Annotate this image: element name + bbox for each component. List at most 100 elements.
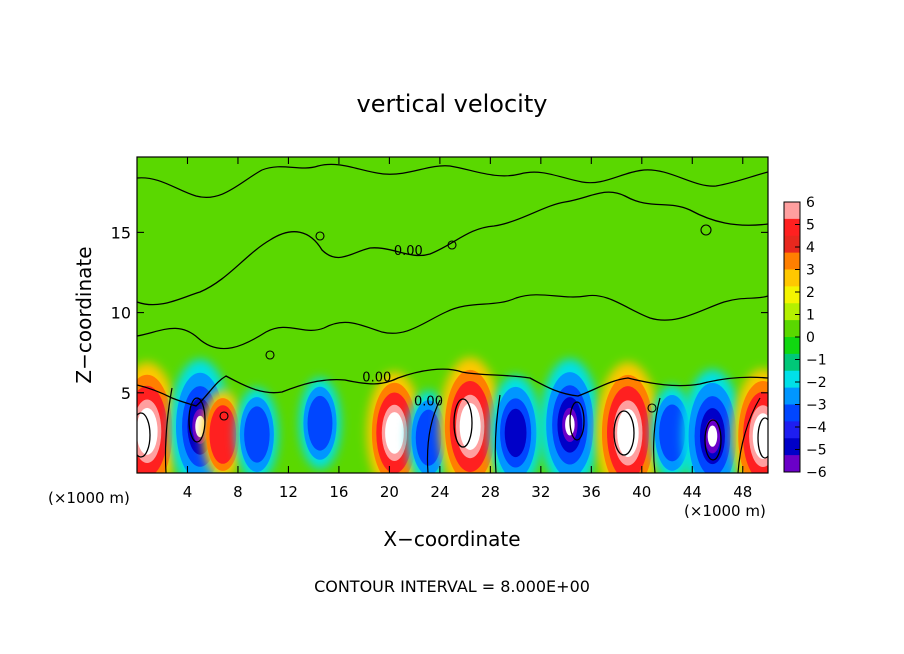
velocity-cell-ring	[752, 413, 768, 459]
contour-label: 0.00	[414, 395, 443, 410]
contour-labels: 0.00 0.00 0.00	[362, 244, 443, 410]
y-tick-label: 15	[111, 223, 131, 242]
colorbar-tick-label: 6	[806, 195, 815, 211]
x-tick-label: 16	[329, 483, 348, 501]
contour-label: 0.00	[394, 244, 423, 259]
contour-interval-footer: CONTOUR INTERVAL = 8.000E+00	[314, 577, 590, 596]
colorbar-swatch	[784, 269, 800, 287]
colorbar-tick-label: 0	[806, 330, 815, 346]
colorbar-swatch	[784, 455, 800, 473]
colorbar-swatch	[784, 252, 800, 270]
velocity-cell	[682, 369, 743, 473]
vortex-boundary-d	[653, 397, 661, 473]
x-tick-label: 24	[430, 483, 449, 501]
x-axis: 4 8 12 16 20 24 28 32 36 40 44 48	[183, 157, 752, 501]
vortex-contour-1	[137, 412, 151, 458]
y-axis: 5 10 15	[111, 223, 768, 403]
vortex-boundary-a	[164, 387, 173, 473]
velocity-cell-ring	[504, 408, 527, 458]
plot-frame	[136, 156, 769, 474]
colorbar-tick-label: −2	[806, 375, 827, 391]
vortex-contour-2	[188, 397, 206, 443]
x-tick-label: 40	[632, 483, 651, 501]
contour-lines	[137, 163, 768, 473]
velocity-cell-ring	[137, 407, 158, 455]
vortex-boundary-e	[737, 397, 761, 473]
velocity-cell-ring	[209, 405, 237, 464]
vortex-contour-3	[453, 398, 473, 448]
y-tick-label: 5	[121, 384, 131, 403]
velocity-cell-ring	[385, 412, 404, 454]
velocity-field	[137, 357, 768, 473]
x-tick-label: 44	[683, 483, 702, 501]
vortex-boundary-c	[494, 394, 501, 473]
x-axis-label: X−coordinate	[383, 527, 520, 551]
chart-title: vertical velocity	[357, 90, 548, 118]
x-tick-label: 12	[279, 483, 298, 501]
velocity-cell-ring	[195, 415, 205, 438]
colorbar-tick-label: −6	[806, 465, 827, 481]
velocity-cell	[489, 375, 542, 473]
zero-contour-main	[137, 368, 768, 407]
small-contour	[447, 240, 457, 250]
x-tick-label: 36	[582, 483, 601, 501]
vortex-contour-7	[757, 417, 768, 459]
velocity-cell-ring	[617, 408, 639, 457]
vortex-contour-5	[613, 410, 635, 456]
colorbar-tick-label: 2	[806, 285, 815, 301]
velocity-cell	[202, 390, 244, 473]
x-unit-right: (×1000 m)	[684, 502, 766, 520]
colorbar: 6 5 4 3 2 1 0 −1 −2 −3 −4 −5 −6	[783, 195, 827, 481]
velocity-cell	[137, 362, 178, 473]
x-tick-label: 20	[380, 483, 399, 501]
small-contour	[219, 411, 229, 421]
zero-contour-top	[137, 163, 768, 198]
colorbar-swatch	[784, 218, 800, 237]
colorbar-tick-label: 4	[806, 240, 815, 256]
velocity-cell	[596, 362, 660, 473]
colorbar-tick-label: −5	[806, 443, 827, 459]
colorbar-swatch	[784, 438, 800, 456]
velocity-cell-ring	[659, 404, 686, 462]
x-tick-label: 28	[481, 483, 500, 501]
velocity-cell-ring	[307, 395, 333, 451]
x-tick-label: 8	[233, 483, 243, 501]
plot-area: 0.00 0.00 0.00	[136, 156, 769, 474]
colorbar-tick-label: −1	[806, 353, 827, 369]
zero-contour-upper	[137, 191, 768, 306]
velocity-cell	[235, 387, 279, 473]
colorbar-swatch	[784, 303, 800, 321]
vortex-boundary-b	[426, 399, 441, 473]
x-tick-label: 4	[183, 483, 193, 501]
x-tick-label: 48	[733, 483, 752, 501]
vortex-contour-4	[569, 401, 585, 441]
colorbar-swatch	[784, 387, 800, 405]
colorbar-swatch	[784, 286, 800, 304]
colorbar-swatch	[784, 404, 800, 422]
colorbar-tick-label: −4	[806, 420, 827, 436]
colorbar-swatch	[784, 421, 800, 439]
zero-contour-mid	[137, 294, 768, 350]
colorbar-swatch	[784, 202, 800, 220]
colorbar-swatch	[784, 337, 800, 355]
colorbar-swatch	[784, 370, 800, 389]
x-tick-label: 32	[531, 483, 550, 501]
contour-label: 0.00	[362, 371, 391, 386]
colorbar-tick-label: 5	[806, 218, 815, 234]
colorbar-swatch	[784, 353, 800, 372]
velocity-cell	[650, 385, 694, 473]
small-contour	[265, 350, 275, 360]
velocity-cell-ring	[459, 403, 481, 450]
small-contour	[647, 403, 657, 413]
y-axis-label: Z−coordinate	[72, 246, 96, 383]
x-unit-left: (×1000 m)	[48, 489, 130, 507]
velocity-cell	[439, 357, 502, 473]
velocity-cell-ring	[244, 406, 270, 463]
colorbar-tick-label: −3	[806, 398, 827, 414]
small-contour	[700, 224, 712, 236]
colorbar-tick-label: 3	[806, 263, 815, 279]
colorbar-swatch	[784, 235, 800, 254]
small-contour	[315, 231, 325, 241]
colorbar-swatch	[784, 320, 800, 338]
